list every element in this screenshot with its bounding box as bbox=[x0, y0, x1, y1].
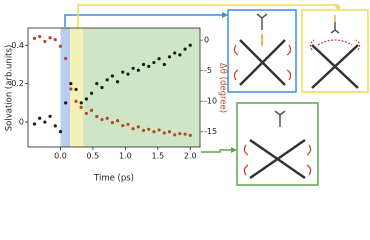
data-point bbox=[131, 127, 135, 131]
y2-tick-label: -5 bbox=[204, 66, 212, 75]
data-point bbox=[178, 131, 182, 136]
data-point bbox=[95, 82, 99, 86]
yellow-connector bbox=[77, 4, 339, 27]
data-point bbox=[131, 66, 135, 70]
shaded-region bbox=[70, 28, 84, 147]
y-axis-label: Solvation (arb.units) bbox=[5, 45, 15, 132]
blue-connector bbox=[64, 14, 224, 27]
data-point bbox=[115, 119, 120, 123]
data-point bbox=[32, 36, 37, 40]
data-point bbox=[188, 43, 192, 47]
data-point bbox=[141, 62, 146, 67]
data-point bbox=[157, 57, 161, 61]
data-point bbox=[79, 105, 83, 109]
x-tick-label: 0.0 bbox=[54, 152, 67, 161]
data-point bbox=[43, 120, 47, 124]
data-point bbox=[183, 132, 187, 136]
data-point bbox=[64, 101, 68, 105]
data-point bbox=[178, 53, 182, 57]
y2-tick-label: -10 bbox=[204, 97, 217, 106]
shaded-region bbox=[60, 28, 71, 147]
data-point bbox=[53, 37, 57, 42]
y2-tick-label: 0 bbox=[204, 36, 209, 45]
data-point bbox=[53, 124, 57, 128]
data-point bbox=[69, 82, 73, 86]
data-point bbox=[79, 101, 83, 105]
data-point bbox=[162, 62, 166, 67]
data-point bbox=[38, 34, 42, 39]
data-point bbox=[105, 116, 109, 120]
data-point bbox=[147, 127, 151, 131]
data-point bbox=[167, 55, 172, 59]
data-point bbox=[58, 44, 63, 48]
data-point bbox=[121, 124, 125, 128]
data-point bbox=[38, 116, 42, 120]
plot-frame bbox=[27, 27, 201, 148]
data-point bbox=[110, 120, 114, 125]
data-point bbox=[58, 130, 63, 134]
data-point bbox=[48, 114, 52, 118]
data-point bbox=[74, 99, 78, 103]
y-tick-label: 0.4 bbox=[11, 41, 24, 50]
data-point bbox=[188, 133, 192, 138]
green-connector bbox=[201, 149, 232, 153]
diagram-yellow bbox=[301, 9, 369, 93]
data-point bbox=[121, 70, 125, 74]
data-point bbox=[43, 39, 47, 44]
data-point bbox=[84, 111, 89, 116]
data-point bbox=[152, 130, 156, 134]
yellow-arrowhead bbox=[335, 6, 341, 11]
data-point bbox=[48, 36, 52, 40]
data-point bbox=[90, 108, 94, 112]
data-point bbox=[126, 122, 130, 127]
data-point bbox=[105, 78, 109, 82]
data-point bbox=[136, 125, 140, 129]
data-point bbox=[152, 60, 156, 65]
data-point bbox=[100, 85, 104, 90]
data-point bbox=[162, 131, 166, 135]
data-point bbox=[84, 97, 89, 101]
chart: 0.0 0.5 1.0 1.5 2.0 0 0.2 0.4 0 -5 -10 -15 Time (ps… bbox=[5, 4, 369, 186]
data-point bbox=[126, 72, 130, 76]
x-axis-label: Time (ps) bbox=[93, 174, 134, 184]
diagram-green bbox=[236, 102, 319, 186]
y2-axis-label: Δθ (degree) bbox=[218, 63, 228, 113]
y2-tick-label: -15 bbox=[204, 127, 217, 136]
data-point bbox=[136, 68, 140, 72]
data-point bbox=[157, 128, 161, 132]
data-point bbox=[147, 64, 151, 68]
x-tick-label: 1.5 bbox=[151, 152, 164, 161]
data-point bbox=[183, 47, 187, 51]
data-point bbox=[64, 56, 68, 61]
data-point bbox=[100, 117, 104, 122]
y-tick-label: 0.2 bbox=[11, 79, 24, 88]
data-point bbox=[115, 80, 120, 84]
data-point bbox=[74, 87, 78, 92]
data-point bbox=[173, 51, 177, 55]
x-tick-label: 2.0 bbox=[184, 152, 197, 161]
x-tick-label: 0.5 bbox=[87, 152, 100, 161]
blue-arrowhead bbox=[222, 12, 228, 18]
data-point bbox=[95, 114, 99, 119]
y-tick-label: 0 bbox=[19, 118, 24, 127]
x-tick-label: 1.0 bbox=[119, 152, 132, 161]
data-point bbox=[90, 91, 94, 95]
data-point bbox=[173, 133, 177, 137]
data-point bbox=[167, 130, 172, 134]
data-point bbox=[69, 87, 73, 91]
page: {"chart_data": {"type": "scatter", "xlab… bbox=[4, 4, 369, 186]
data-point bbox=[32, 122, 37, 126]
data-point bbox=[141, 128, 146, 133]
data-point bbox=[110, 74, 114, 78]
diagram-blue bbox=[227, 9, 297, 93]
green-arrowhead bbox=[231, 147, 237, 153]
